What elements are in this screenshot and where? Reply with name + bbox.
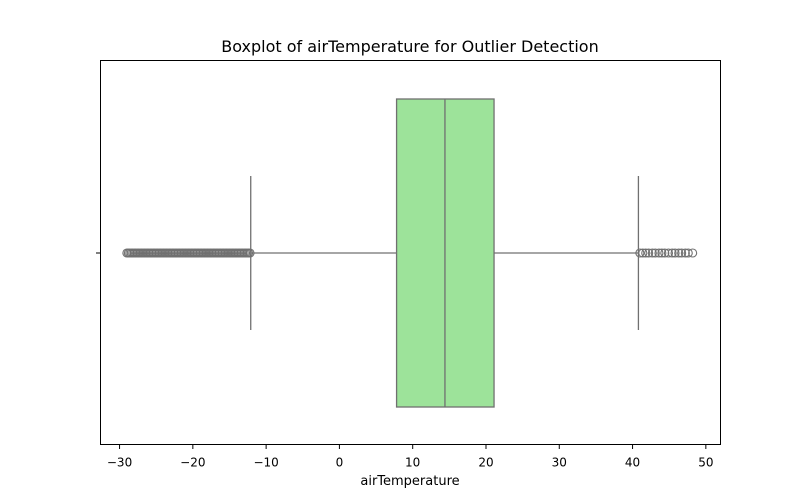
outlier-point <box>688 248 698 258</box>
outlier-point <box>660 248 670 258</box>
chart-title: Boxplot of airTemperature for Outlier De… <box>221 37 598 56</box>
outlier-point <box>644 248 654 258</box>
outlier-point <box>641 248 651 258</box>
outlier-point <box>683 248 693 258</box>
outlier-point <box>667 248 677 258</box>
x-tick-label: −30 <box>107 456 132 470</box>
x-tick-label: −20 <box>180 456 205 470</box>
outlier-point <box>670 248 680 258</box>
x-tick-label: 0 <box>336 456 344 470</box>
x-tick-label: 50 <box>698 456 713 470</box>
outlier-point <box>680 248 690 258</box>
outlier-point <box>674 248 684 258</box>
outlier-point <box>245 248 255 258</box>
outlier-point <box>638 248 648 258</box>
plot-area <box>122 98 698 408</box>
x-tick-label: 20 <box>478 456 493 470</box>
outlier-point <box>647 248 657 258</box>
x-tick-label: 10 <box>405 456 420 470</box>
x-axis-label: airTemperature <box>360 474 459 489</box>
x-tick-label: 40 <box>625 456 640 470</box>
outlier-point <box>657 248 667 258</box>
outlier-point <box>654 248 664 258</box>
outlier-point <box>650 248 660 258</box>
outlier-point <box>677 248 687 258</box>
outlier-point <box>663 248 674 258</box>
outlier-point <box>635 248 645 258</box>
x-axis: −30 −20 −10 0 10 20 30 40 50 <box>107 444 713 470</box>
x-tick-label: 30 <box>552 456 567 470</box>
x-tick-label: −10 <box>253 456 278 470</box>
